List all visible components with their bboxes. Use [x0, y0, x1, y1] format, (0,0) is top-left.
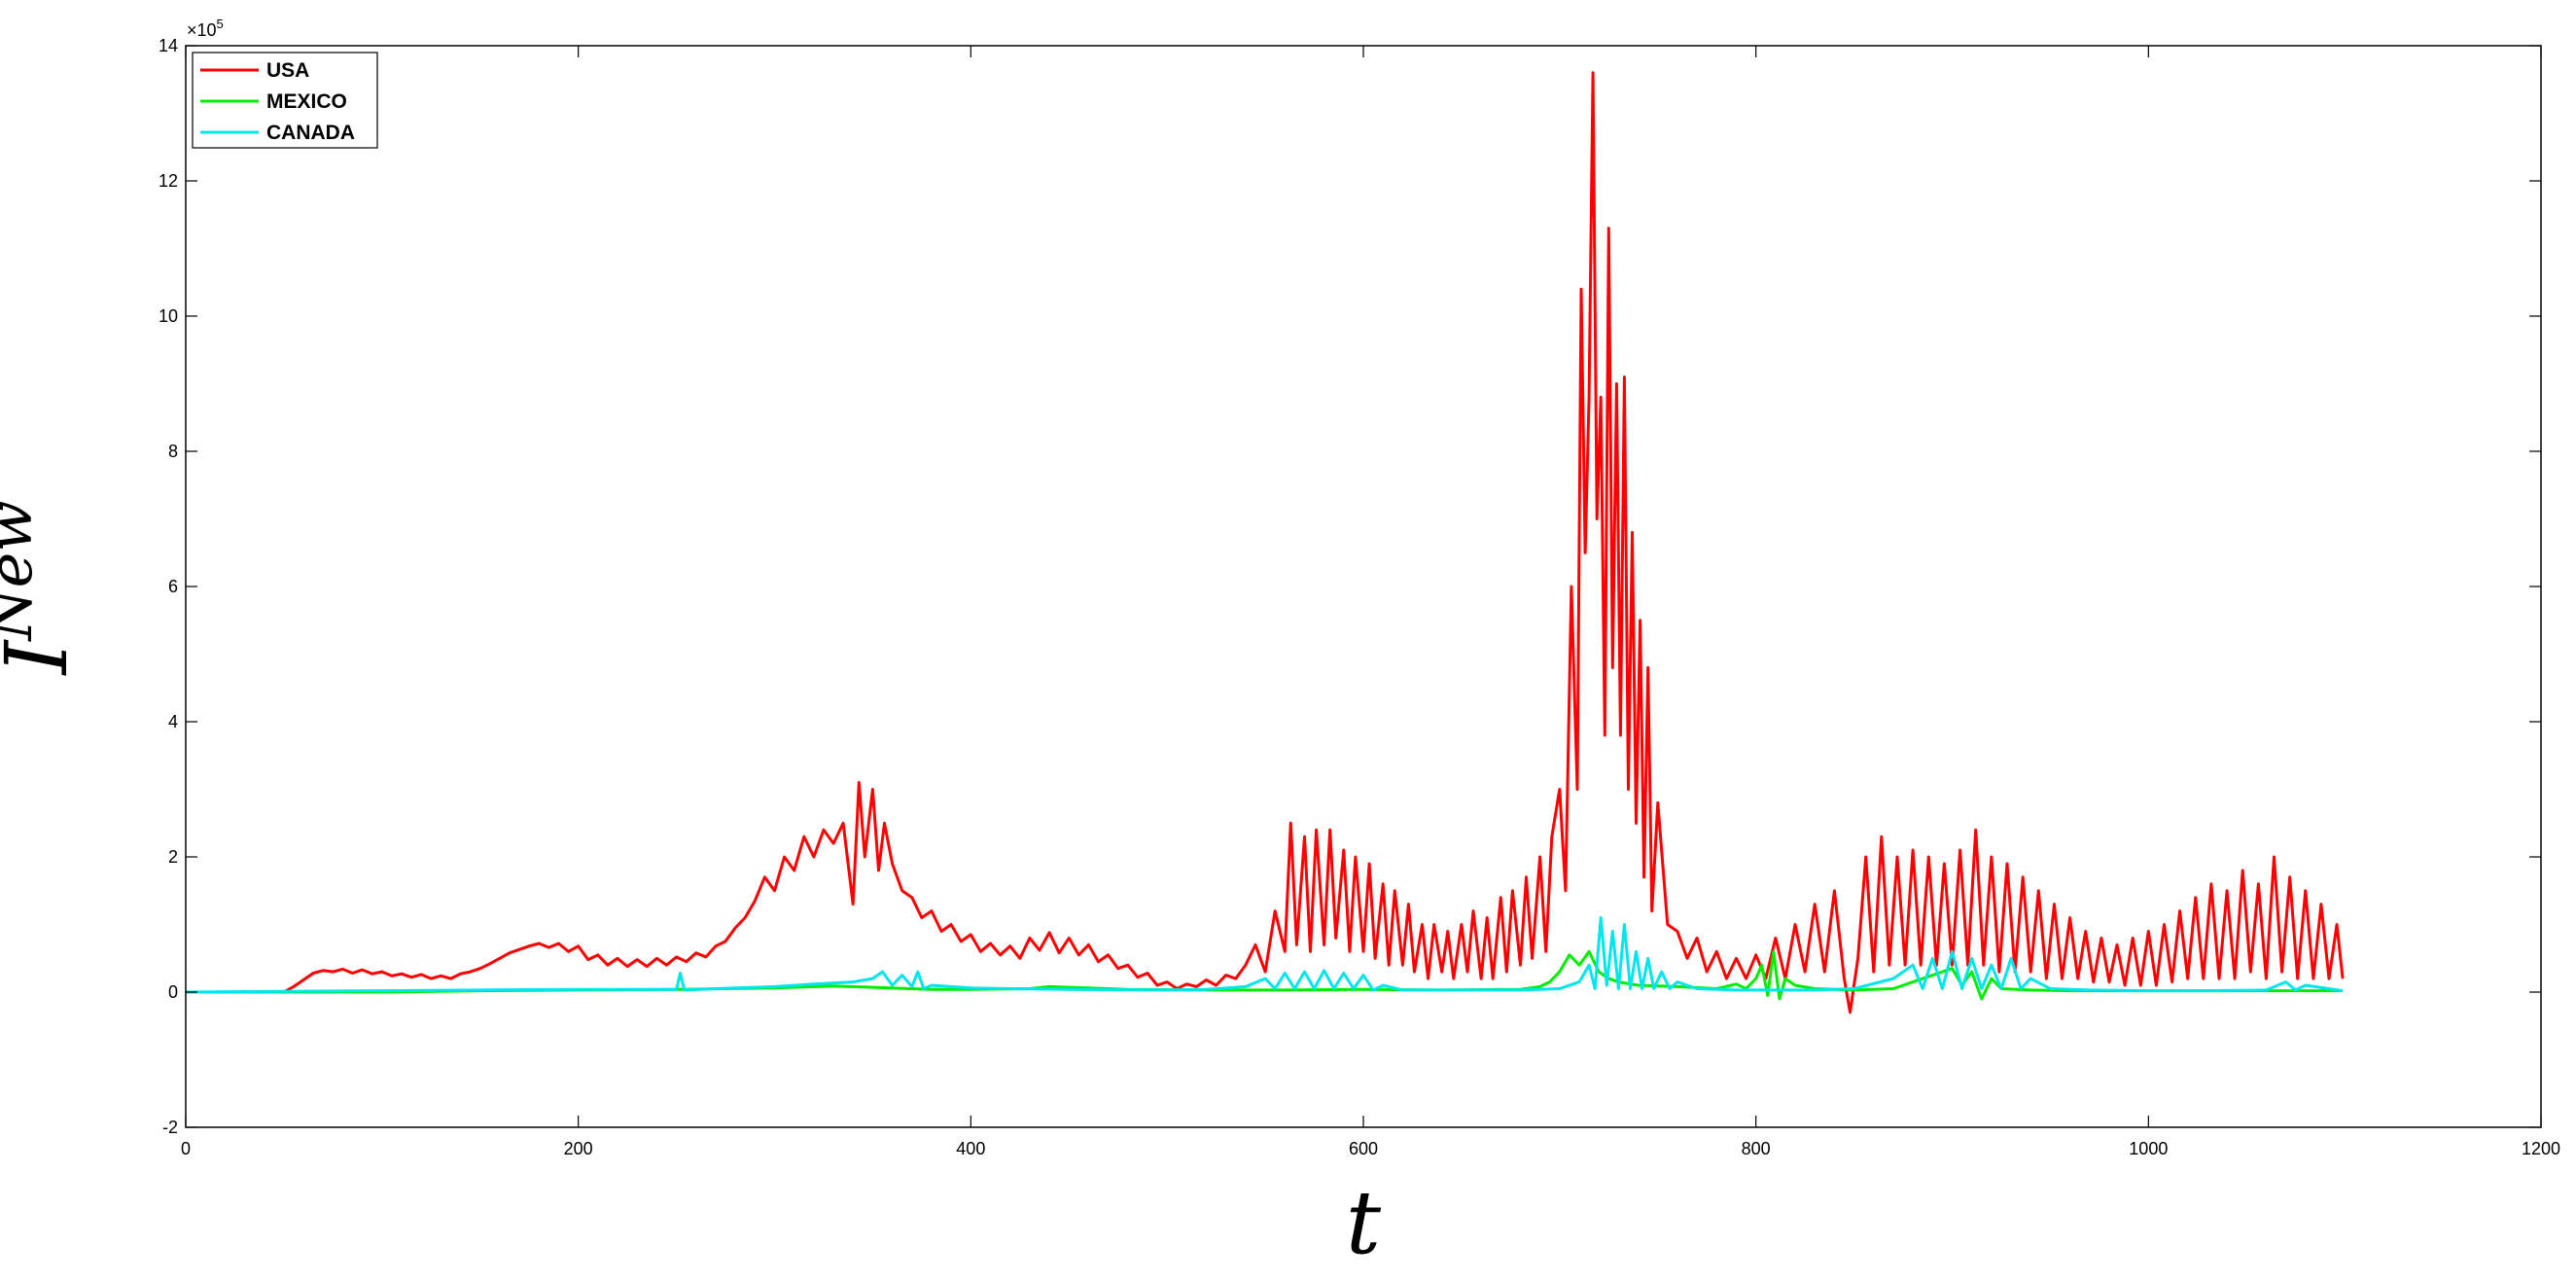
- y-tick-label: 14: [159, 36, 178, 55]
- y-exponent-power: 5: [217, 17, 224, 31]
- x-tick-label: 0: [181, 1139, 191, 1158]
- x-tick-label: 400: [956, 1139, 985, 1158]
- y-tick-label: -2: [162, 1118, 178, 1137]
- y-axis-title-base: I: [0, 638, 87, 676]
- y-tick-label: 2: [168, 847, 178, 867]
- svg-text:INew: INew: [0, 501, 87, 677]
- x-tick-label: 1000: [2129, 1139, 2168, 1158]
- y-axis-title-superscript: New: [0, 501, 46, 643]
- legend-label-mexico: MEXICO: [266, 90, 347, 113]
- y-tick-label: 0: [168, 982, 178, 1002]
- legend-label-canada: CANADA: [266, 122, 355, 144]
- legend-items: USA MEXICO CANADA: [200, 59, 355, 144]
- series-line-usa: [186, 71, 2345, 1014]
- x-tick-label: 600: [1349, 1139, 1378, 1158]
- y-tick-label: 6: [168, 577, 178, 596]
- y-axis-title: INew: [0, 501, 87, 677]
- legend-label-usa: USA: [266, 59, 309, 82]
- y-axis: -2 0 2 4 6 8 10 12 14: [159, 36, 2541, 1137]
- x-axis-title: t: [1346, 1172, 1382, 1274]
- series-layer: [185, 71, 2345, 1014]
- y-tick-label: 12: [159, 171, 178, 191]
- x-tick-label: 1200: [2522, 1139, 2560, 1158]
- y-tick-label: 4: [168, 712, 178, 731]
- x-axis: 0 200 400 600 800 1000 1200: [181, 46, 2560, 1158]
- y-tick-label: 8: [168, 442, 178, 461]
- x-tick-label: 200: [564, 1139, 593, 1158]
- series-line-canada: [185, 916, 2344, 994]
- legend: USA MEXICO CANADA: [192, 52, 378, 149]
- y-tick-label: 10: [159, 306, 178, 326]
- y-exponent-label: ×105: [187, 17, 224, 40]
- x-tick-label: 800: [1742, 1139, 1771, 1158]
